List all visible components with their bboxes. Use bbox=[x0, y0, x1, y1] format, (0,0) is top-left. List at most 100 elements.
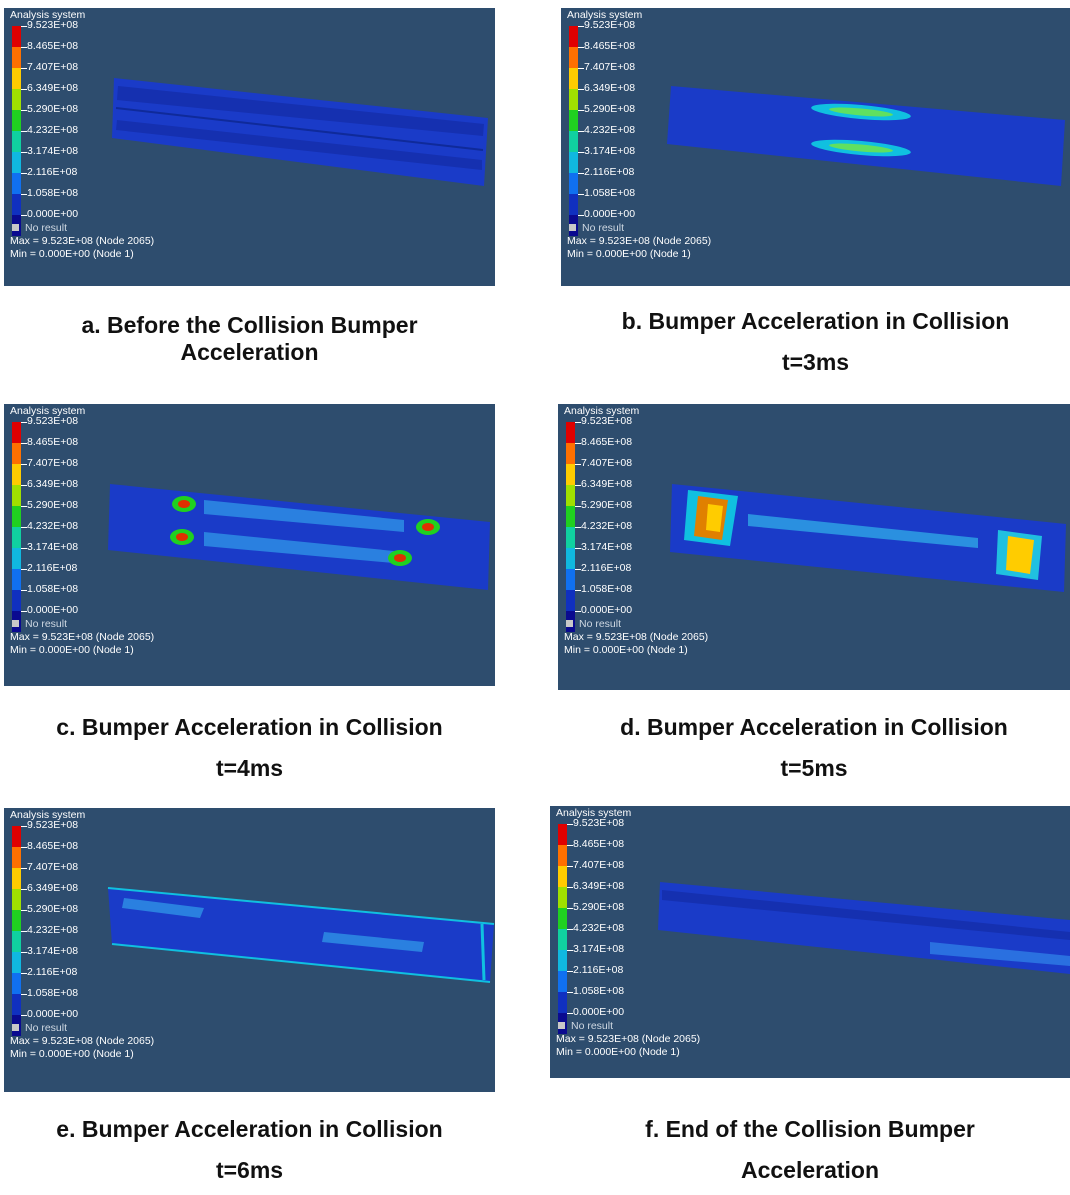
color-scale-segment bbox=[12, 847, 21, 868]
legend-value-label: 7.407E+08 bbox=[27, 61, 79, 73]
legend-value-label: 5.290E+08 bbox=[573, 901, 625, 913]
legend-tick bbox=[578, 47, 584, 48]
legend-tick bbox=[21, 464, 27, 465]
color-scale-segment bbox=[12, 173, 21, 194]
legend-tick bbox=[567, 887, 573, 888]
legend-tick bbox=[21, 215, 27, 216]
color-scale-bar bbox=[569, 26, 578, 236]
color-scale-segment bbox=[12, 569, 21, 590]
legend-value-label: 2.116E+08 bbox=[27, 562, 78, 574]
bumper-model-d bbox=[670, 484, 1066, 592]
legend-tick bbox=[21, 68, 27, 69]
no-result-label: No result bbox=[582, 222, 625, 234]
legend-value-label: 3.174E+08 bbox=[27, 945, 79, 957]
caption-d: d. Bumper Acceleration in Collision t=5m… bbox=[558, 714, 1070, 782]
legend-value-label: 2.116E+08 bbox=[584, 166, 635, 178]
no-result-indicator: No result bbox=[566, 619, 621, 630]
legend-value-label: 1.058E+08 bbox=[27, 187, 79, 199]
legend-tick bbox=[21, 1015, 27, 1016]
legend-tick bbox=[575, 464, 581, 465]
legend-value-label: 4.232E+08 bbox=[27, 124, 79, 136]
legend-value-label: 3.174E+08 bbox=[573, 943, 625, 955]
color-scale-segment bbox=[12, 89, 21, 110]
legend-tick bbox=[575, 569, 581, 570]
caption-f: f. End of the Collision Bumper Accelerat… bbox=[550, 1116, 1070, 1184]
bumper-model-f bbox=[658, 882, 1070, 974]
legend-value-label: 8.465E+08 bbox=[581, 436, 633, 448]
legend-tick bbox=[21, 527, 27, 528]
legend-tick bbox=[21, 47, 27, 48]
color-scale-bar bbox=[566, 422, 575, 632]
legend-tick bbox=[21, 173, 27, 174]
no-result-label: No result bbox=[25, 1022, 68, 1034]
color-scale-bar bbox=[12, 26, 21, 236]
caption-c: c. Bumper Acceleration in Collision t=4m… bbox=[4, 714, 495, 782]
no-result-indicator: No result bbox=[569, 223, 624, 234]
legend-value-label: 8.465E+08 bbox=[27, 436, 79, 448]
color-scale-segment bbox=[569, 47, 578, 68]
max-value-label: Max = 9.523E+08 (Node 2065) bbox=[556, 1033, 701, 1045]
legend-tick bbox=[21, 952, 27, 953]
legend-tick bbox=[21, 131, 27, 132]
legend-value-label: 0.000E+00 bbox=[573, 1006, 625, 1018]
bumper-model-c bbox=[108, 484, 490, 590]
color-scale-segment bbox=[12, 485, 21, 506]
legend-tick bbox=[21, 973, 27, 974]
legend-tick bbox=[567, 824, 573, 825]
color-scale-segment bbox=[12, 952, 21, 973]
color-scale-segment bbox=[569, 173, 578, 194]
color-scale-segment bbox=[12, 826, 21, 847]
legend-tick bbox=[21, 910, 27, 911]
min-value-label: Min = 0.000E+00 (Node 1) bbox=[10, 1048, 134, 1060]
color-scale-segment bbox=[569, 110, 578, 131]
legend-tick bbox=[567, 950, 573, 951]
legend-tick bbox=[21, 889, 27, 890]
legend-value-label: 8.465E+08 bbox=[27, 840, 79, 852]
legend-value-label: 3.174E+08 bbox=[581, 541, 633, 553]
color-scale-segment bbox=[566, 569, 575, 590]
legend-tick bbox=[21, 847, 27, 848]
max-value-label: Max = 9.523E+08 (Node 2065) bbox=[10, 235, 155, 247]
legend-value-label: 2.116E+08 bbox=[573, 964, 624, 976]
color-scale-segment bbox=[12, 194, 21, 215]
max-value-label: Max = 9.523E+08 (Node 2065) bbox=[10, 1035, 155, 1047]
legend-value-label: 8.465E+08 bbox=[584, 40, 636, 52]
color-scale-segment bbox=[12, 26, 21, 47]
color-scale-segment bbox=[558, 950, 567, 971]
legend-tick bbox=[578, 215, 584, 216]
color-scale-segment bbox=[12, 910, 21, 931]
color-scale-bar bbox=[558, 824, 567, 1034]
legend-tick bbox=[567, 866, 573, 867]
legend-value-label: 0.000E+00 bbox=[27, 604, 79, 616]
color-scale-segment bbox=[12, 590, 21, 611]
legend-value-label: 2.116E+08 bbox=[27, 166, 78, 178]
legend-value-label: 2.116E+08 bbox=[581, 562, 632, 574]
max-value-label: Max = 9.523E+08 (Node 2065) bbox=[564, 631, 709, 643]
legend-tick bbox=[21, 443, 27, 444]
color-scale-segment bbox=[12, 110, 21, 131]
legend-value-label: 6.349E+08 bbox=[27, 882, 79, 894]
legend-tick bbox=[567, 845, 573, 846]
caption-line-1: b. Bumper Acceleration in Collision bbox=[621, 308, 1010, 334]
color-scale-segment bbox=[12, 973, 21, 994]
legend-tick bbox=[575, 590, 581, 591]
color-scale-segment bbox=[12, 47, 21, 68]
legend-value-label: 1.058E+08 bbox=[573, 985, 625, 997]
legend-value-label: 9.523E+08 bbox=[27, 819, 79, 831]
legend-tick bbox=[21, 194, 27, 195]
legend-tick bbox=[21, 506, 27, 507]
color-scale-segment bbox=[566, 506, 575, 527]
legend-tick bbox=[578, 173, 584, 174]
color-scale-segment bbox=[566, 443, 575, 464]
analysis-system-label: Analysis system bbox=[10, 809, 86, 821]
legend-tick bbox=[21, 611, 27, 612]
analysis-system-label: Analysis system bbox=[556, 807, 632, 819]
legend-tick bbox=[21, 994, 27, 995]
caption-line-2: t=5ms bbox=[780, 755, 848, 781]
color-scale-bar bbox=[12, 422, 21, 632]
legend-value-label: 9.523E+08 bbox=[573, 817, 625, 829]
color-scale-bar bbox=[12, 826, 21, 1036]
caption-line-2: Acceleration bbox=[180, 339, 319, 365]
caption-line-1: e. Bumper Acceleration in Collision bbox=[56, 1116, 443, 1142]
no-result-label: No result bbox=[571, 1020, 614, 1032]
